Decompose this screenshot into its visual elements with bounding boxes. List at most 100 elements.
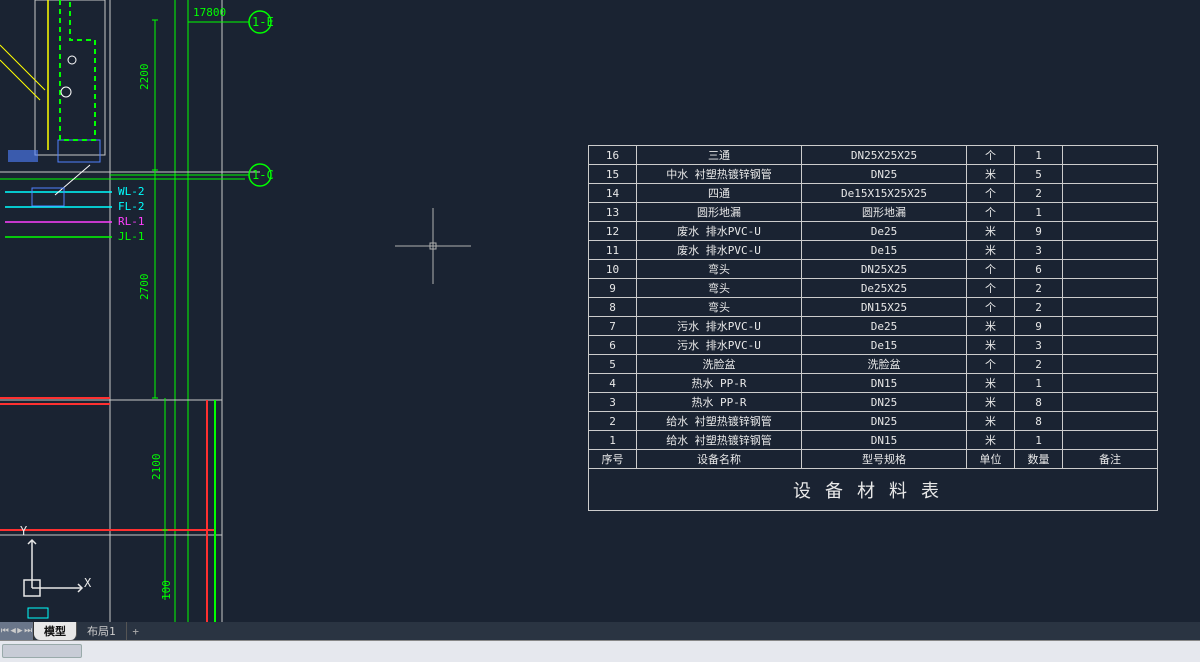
bom-cell-unit: 个 <box>967 298 1015 317</box>
bom-table: 16三通DN25X25X25个115中水 衬塑热镀锌钢管DN25米514四通De… <box>588 145 1158 511</box>
bom-cell-name: 洗脸盆 <box>637 355 802 374</box>
bom-cell-qty: 2 <box>1015 298 1063 317</box>
bom-cell-name: 中水 衬塑热镀锌钢管 <box>637 165 802 184</box>
bom-cell-qty: 6 <box>1015 260 1063 279</box>
bom-cell-qty: 8 <box>1015 412 1063 431</box>
bom-cell-idx: 6 <box>589 336 637 355</box>
table-row: 14四通De15X15X25X25个2 <box>589 184 1158 203</box>
bom-cell-note <box>1063 374 1158 393</box>
bom-cell-unit: 米 <box>967 317 1015 336</box>
tab-next-icon: ▶ <box>17 626 22 636</box>
tab-layout1[interactable]: 布局1 <box>77 622 127 640</box>
bom-cell-name: 污水 排水PVC-U <box>637 336 802 355</box>
table-row: 16三通DN25X25X25个1 <box>589 146 1158 165</box>
pipe-label-jl1: JL-1 <box>118 230 145 243</box>
bom-cell-note <box>1063 336 1158 355</box>
bom-cell-idx: 10 <box>589 260 637 279</box>
bom-cell-qty: 1 <box>1015 203 1063 222</box>
bom-cell-spec: DN25 <box>802 393 967 412</box>
table-row: 5洗脸盆洗脸盆个2 <box>589 355 1158 374</box>
scroll-thumb[interactable] <box>2 644 82 658</box>
bom-cell-qty: 3 <box>1015 336 1063 355</box>
bom-title: 设备材料表 <box>589 469 1158 511</box>
cad-canvas[interactable]: 1-E 1-C 17800 2200 2700 2100 100 WL-2 FL… <box>0 0 1200 622</box>
bom-cell-note <box>1063 222 1158 241</box>
ucs-x-label: X <box>84 576 91 590</box>
bom-cell-name: 给水 衬塑热镀锌钢管 <box>637 412 802 431</box>
bom-header-row: 序号 设备名称 型号规格 单位 数量 备注 <box>589 450 1158 469</box>
tab-add-button[interactable]: + <box>127 625 145 638</box>
bom-cell-name: 弯头 <box>637 279 802 298</box>
bom-cell-idx: 8 <box>589 298 637 317</box>
table-row: 11废水 排水PVC-UDe15米3 <box>589 241 1158 260</box>
pipe-label-fl2: FL-2 <box>118 200 145 213</box>
bom-cell-spec: 圆形地漏 <box>802 203 967 222</box>
dim-2700: 2700 <box>138 274 151 301</box>
bom-cell-spec: De25 <box>802 222 967 241</box>
bom-cell-name: 弯头 <box>637 298 802 317</box>
bom-cell-idx: 7 <box>589 317 637 336</box>
tab-model-label: 模型 <box>44 623 66 639</box>
bom-cell-unit: 米 <box>967 222 1015 241</box>
bom-cell-qty: 9 <box>1015 317 1063 336</box>
bom-cell-spec: De15X15X25X25 <box>802 184 967 203</box>
bom-cell-idx: 15 <box>589 165 637 184</box>
bom-cell-name: 三通 <box>637 146 802 165</box>
dim-2100: 2100 <box>150 454 163 481</box>
bom-cell-idx: 14 <box>589 184 637 203</box>
tab-model[interactable]: 模型 <box>34 622 77 640</box>
bom-cell-qty: 2 <box>1015 355 1063 374</box>
bom-cell-unit: 米 <box>967 412 1015 431</box>
horizontal-scrollbar[interactable] <box>0 640 1200 662</box>
bom-cell-unit: 个 <box>967 279 1015 298</box>
bom-cell-note <box>1063 165 1158 184</box>
bom-cell-unit: 米 <box>967 241 1015 260</box>
bom-cell-spec: DN25X25X25 <box>802 146 967 165</box>
bom-cell-name: 给水 衬塑热镀锌钢管 <box>637 431 802 450</box>
bom-cell-note <box>1063 203 1158 222</box>
tab-layout1-label: 布局1 <box>87 623 116 639</box>
plus-icon: + <box>132 625 139 638</box>
bom-cell-spec: DN25X25 <box>802 260 967 279</box>
bom-cell-note <box>1063 431 1158 450</box>
bom-cell-note <box>1063 298 1158 317</box>
bom-cell-unit: 米 <box>967 393 1015 412</box>
bom-cell-name: 圆形地漏 <box>637 203 802 222</box>
dim-100: 100 <box>160 580 173 600</box>
bom-cell-idx: 5 <box>589 355 637 374</box>
bom-h-note: 备注 <box>1063 450 1158 469</box>
bom-cell-qty: 3 <box>1015 241 1063 260</box>
bom-cell-qty: 1 <box>1015 374 1063 393</box>
bom-cell-spec: DN15 <box>802 374 967 393</box>
bom-cell-idx: 9 <box>589 279 637 298</box>
table-row: 6污水 排水PVC-UDe15米3 <box>589 336 1158 355</box>
table-row: 13圆形地漏圆形地漏个1 <box>589 203 1158 222</box>
bom-cell-spec: De15 <box>802 241 967 260</box>
tab-first-icon: ⏮ <box>1 626 9 636</box>
table-row: 10弯头DN25X25个6 <box>589 260 1158 279</box>
tab-prev-icon: ◀ <box>10 626 15 636</box>
bom-cell-unit: 个 <box>967 146 1015 165</box>
bom-cell-note <box>1063 355 1158 374</box>
bom-cell-note <box>1063 260 1158 279</box>
dim-2200: 2200 <box>138 64 151 91</box>
tab-nav-arrows[interactable]: ⏮ ◀ ▶ ⏭ <box>0 622 34 640</box>
bom-cell-unit: 个 <box>967 203 1015 222</box>
bom-cell-idx: 11 <box>589 241 637 260</box>
section-mark-1e: 1-E <box>252 15 274 29</box>
bom-cell-idx: 3 <box>589 393 637 412</box>
tab-last-icon: ⏭ <box>24 626 32 636</box>
bom-cell-idx: 4 <box>589 374 637 393</box>
bom-cell-unit: 米 <box>967 374 1015 393</box>
layout-tabs: ⏮ ◀ ▶ ⏭ 模型 布局1 + <box>0 622 1200 640</box>
bom-cell-spec: De25X25 <box>802 279 967 298</box>
ucs-y-label: Y <box>20 524 27 538</box>
bom-cell-name: 污水 排水PVC-U <box>637 317 802 336</box>
table-row: 1给水 衬塑热镀锌钢管DN15米1 <box>589 431 1158 450</box>
bom-cell-idx: 12 <box>589 222 637 241</box>
bom-cell-spec: DN15 <box>802 431 967 450</box>
bom-h-qty: 数量 <box>1015 450 1063 469</box>
bom-cell-unit: 个 <box>967 260 1015 279</box>
bom-cell-qty: 9 <box>1015 222 1063 241</box>
bom-cell-spec: De15 <box>802 336 967 355</box>
